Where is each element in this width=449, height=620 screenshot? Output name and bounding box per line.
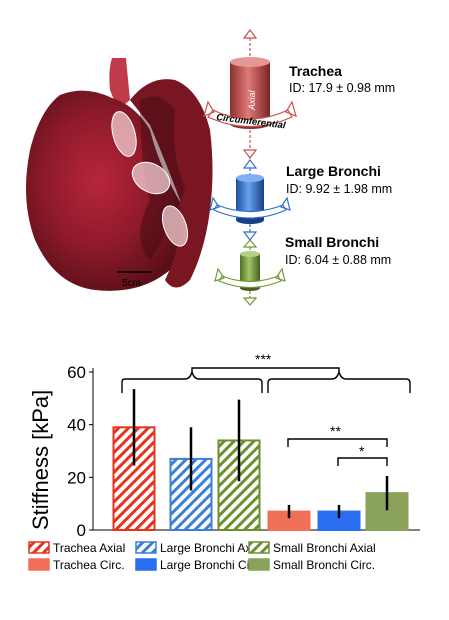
sample-oval-trachea <box>111 111 137 157</box>
legend-swatch <box>135 541 157 554</box>
large-bronchi-id: ID: 9.92 ± 1.98 mm <box>286 182 392 196</box>
significance-label-main: *** <box>255 351 272 367</box>
significance-brackets <box>121 367 411 466</box>
lung-photo: 5cm <box>26 58 213 291</box>
legend-label: Large Bronchi Axial <box>160 541 263 555</box>
small-bronchi-title: Small Bronchi <box>285 234 379 250</box>
y-axis-label: Stiffness [kPa] <box>28 390 53 530</box>
y-ticks: 0 20 40 60 <box>67 363 93 540</box>
large-bronchi-title: Large Bronchi <box>286 163 381 179</box>
legend-label: Small Bronchi Circ. <box>273 558 375 572</box>
y-tick-label: 0 <box>77 521 86 540</box>
legend-swatch <box>28 558 50 571</box>
bracket-circ-group <box>267 369 411 393</box>
legend-label: Trachea Axial <box>53 541 125 555</box>
sample-oval-small-bronchi <box>161 205 189 247</box>
bracket-large-vs-small-circ <box>337 457 388 466</box>
bars <box>112 389 409 532</box>
trachea-id: ID: 17.9 ± 0.98 mm <box>289 81 395 95</box>
significance-label-double: ** <box>330 423 341 439</box>
legend-swatch <box>248 541 270 554</box>
legend-swatch <box>248 558 270 571</box>
y-tick-label: 40 <box>67 416 86 435</box>
trachea-cylinder-diagram: Axial Circumferential <box>203 29 297 159</box>
significance-label-single: * <box>359 443 365 459</box>
trachea-title: Trachea <box>289 63 342 79</box>
axial-label: Axial <box>247 89 257 111</box>
legend-swatch <box>28 541 50 554</box>
y-tick-label: 20 <box>67 468 86 487</box>
legend-swatch <box>135 558 157 571</box>
stiffness-chart: Stiffness [kPa] 0 20 40 60 *** ** * Trachea… <box>28 351 420 572</box>
y-tick-label: 60 <box>67 363 86 382</box>
legend-label: Small Bronchi Axial <box>273 541 376 555</box>
chart-legend: Trachea Axial Large Bronchi Axial Small Br… <box>28 541 376 572</box>
trachea-tube <box>109 58 130 110</box>
large-bronchi-cylinder-diagram <box>209 159 291 241</box>
legend-label: Large Bronchi Circ. <box>160 558 263 572</box>
bracket-trachea-vs-small-circ <box>287 438 388 447</box>
lung-left-lobe <box>26 90 186 291</box>
lung-right-lobe <box>130 79 213 288</box>
scale-bar-label: 5cm <box>122 278 141 289</box>
bracket-axial-vs-circ <box>191 367 340 372</box>
legend-label: Trachea Circ. <box>53 558 125 572</box>
small-bronchi-id: ID: 6.04 ± 0.88 mm <box>285 253 391 267</box>
sample-oval-large-bronchi <box>131 161 171 195</box>
bracket-axial-group <box>121 369 263 393</box>
small-bronchi-cylinder-diagram <box>214 239 286 306</box>
